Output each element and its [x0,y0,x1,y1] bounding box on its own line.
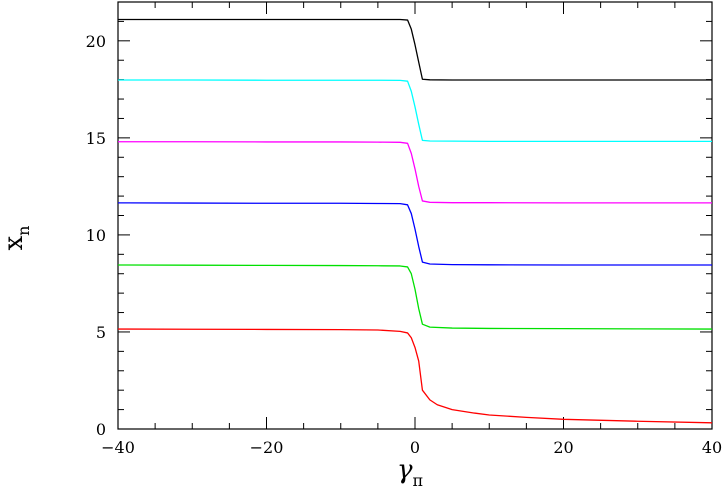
series-line-3 [117,202,712,266]
x-tick-label: −40 [101,438,135,457]
y-tick-label: 15 [86,129,106,148]
y-tick-label: 20 [86,32,106,51]
plot-frame [117,1,713,430]
minor-ticks [118,1,712,429]
x-tick-label: 0 [410,438,420,457]
series-line-2 [117,264,713,330]
y-tick-label: 5 [96,323,106,342]
series-line-4 [118,141,712,204]
major-ticks [117,2,713,430]
y-axis-label: xn [0,226,33,251]
series-line-5 [118,79,712,143]
x-axis-label: γπ [397,455,423,490]
y-axis-label-main: x [0,235,29,250]
y-axis-label-sub: n [14,226,33,236]
series-line-6 [118,18,712,81]
x-tick-label: 20 [553,438,573,457]
x-tick-label: 40 [702,438,722,457]
series-group [117,18,713,424]
y-tick-label: 0 [96,420,106,439]
x-tick-label: −20 [250,438,284,457]
y-tick-label: 10 [86,226,106,245]
series-line-1 [117,328,713,424]
x-axis-label-main: γ [397,455,413,485]
tick-labels: −40 −20 0 20 40 0 5 10 15 20 [86,32,723,457]
x-axis-label-sub: π [413,471,424,490]
